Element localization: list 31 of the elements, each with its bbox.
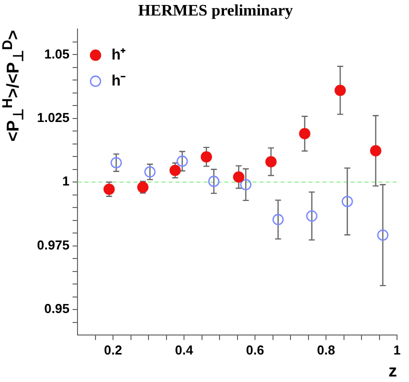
x-axis-title: z: [388, 361, 397, 380]
legend-label: h⁺: [112, 46, 126, 64]
x-tick-label: 0.2: [104, 342, 122, 358]
y-tick-label: 0.95: [44, 301, 70, 316]
y-tick-label: 1.025: [36, 110, 70, 125]
point: [200, 151, 212, 163]
y-tick-label: 1: [62, 174, 70, 189]
x-tick-label: 0.6: [246, 342, 264, 358]
point: [306, 210, 318, 222]
point: [334, 84, 346, 96]
chart-title: HERMES preliminary: [138, 2, 293, 20]
point: [240, 179, 252, 190]
legend-label: h⁻: [112, 72, 126, 90]
point: [272, 214, 284, 226]
point: [176, 156, 188, 167]
y-tick-label: 0.975: [36, 237, 70, 252]
x-tick-label: 0.4: [174, 342, 194, 358]
point: [110, 157, 122, 168]
point: [233, 171, 244, 183]
point: [103, 184, 115, 195]
point: [370, 145, 382, 156]
point: [144, 166, 156, 178]
point: [265, 156, 277, 168]
x-tick-label: 1: [393, 342, 401, 358]
point: [377, 229, 388, 241]
point: [169, 164, 181, 176]
y-tick-label: 1.05: [44, 46, 70, 62]
point: [208, 176, 220, 187]
x-tick-label: 0.8: [316, 342, 336, 358]
point: [299, 128, 310, 140]
point: [342, 196, 353, 208]
